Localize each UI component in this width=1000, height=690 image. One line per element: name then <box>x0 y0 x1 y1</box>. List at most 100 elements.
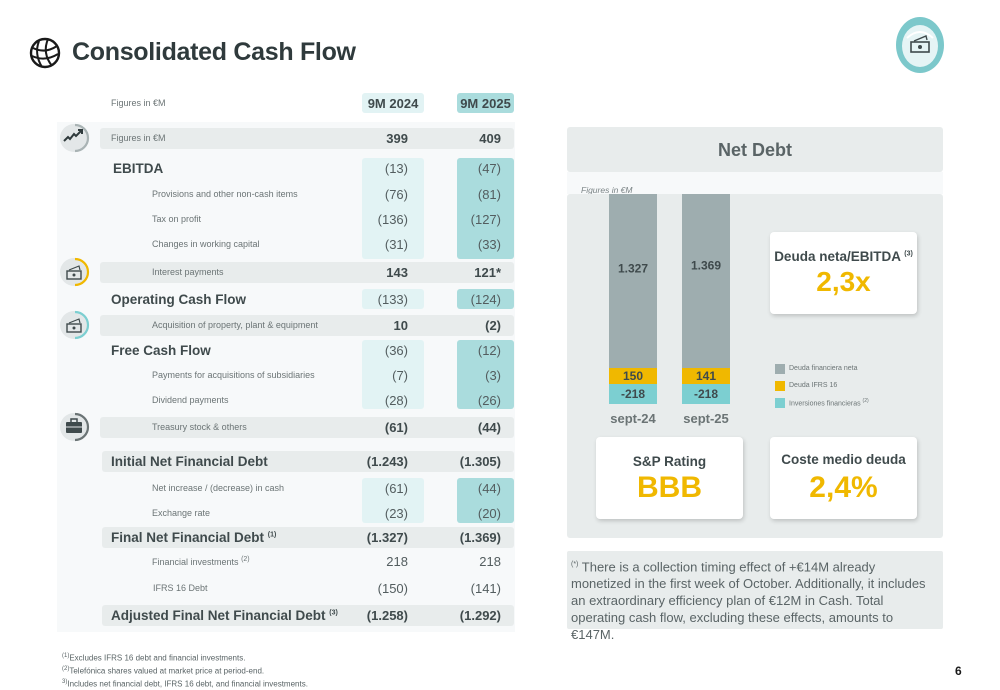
rating-value: BBB <box>637 471 702 504</box>
value-2024: (1.258) <box>366 608 408 623</box>
footnote: 3)Includes net financial debt, IFRS 16 d… <box>62 679 308 689</box>
value-2024: (23) <box>384 506 408 521</box>
row-band <box>100 315 514 336</box>
bar-ifrs16 <box>682 368 730 384</box>
legend-swatch <box>775 363 785 374</box>
value-2024: (61) <box>384 420 408 435</box>
footnote: (2)Telefónica shares valued at market pr… <box>62 666 265 676</box>
row-band <box>102 527 514 548</box>
legend-label: Deuda financiera neta <box>789 365 858 372</box>
ratio-sup: (3) <box>904 250 913 258</box>
bar-label-investments: -218 <box>694 387 718 401</box>
net-debt-title: Net Debt <box>717 140 792 160</box>
value-2025: (1.292) <box>459 608 501 623</box>
legend-item: Deuda IFRS 16 <box>775 377 869 394</box>
value-2025: (141) <box>470 581 501 596</box>
row-label: Net increase / (decrease) in cash <box>152 483 284 493</box>
row-label-text: Acquisition of property, plant & equipme… <box>152 320 318 330</box>
globe-icon <box>29 37 61 69</box>
rating-label: S&P Rating <box>632 454 707 469</box>
col-2024-shade <box>362 340 424 409</box>
value-2025: (26) <box>477 393 501 408</box>
value-2024: (36) <box>384 343 408 358</box>
bar-ifrs16 <box>609 368 657 384</box>
value-2025: (47) <box>477 161 501 176</box>
value-2025: (44) <box>477 481 501 496</box>
column-header-bg-2024 <box>362 93 424 113</box>
value-2024: (7) <box>392 368 408 383</box>
value-2025: (33) <box>477 237 501 252</box>
chart-legend: Deuda financiera neta Deuda IFRS 16 Invers… <box>775 360 869 411</box>
value-2024: 143 <box>386 265 408 280</box>
row-sup: (1) <box>267 531 277 539</box>
footnotes: (1)Excludes IFRS 16 debt and financial i… <box>62 651 308 690</box>
timing-note: (*) There is a collection timing effect … <box>567 551 943 642</box>
col-2024-shade <box>362 289 424 309</box>
bar-label-ifrs16: 141 <box>696 369 716 383</box>
col-2024-shade <box>362 478 424 523</box>
page-number: 6 <box>955 664 962 678</box>
value-2024: (1.243) <box>366 454 408 469</box>
row-label-text: EBITDA <box>113 161 164 176</box>
value-2025: (124) <box>470 292 501 307</box>
row-label: Free Cash Flow <box>111 343 211 358</box>
cost-value: 2,4% <box>809 471 878 504</box>
bar-net-debt <box>609 194 657 368</box>
money-icon <box>60 310 90 340</box>
briefcase-icon <box>60 412 90 442</box>
col-2024-shade <box>362 158 424 259</box>
cost-label: Coste medio deuda <box>781 452 906 467</box>
row-label: IFRS 16 Debt <box>153 583 208 593</box>
column-header-2024: 9M 2024 <box>367 96 419 111</box>
row-label-text: IFRS 16 Debt <box>153 583 208 593</box>
value-2025: (44) <box>477 420 501 435</box>
money-icon <box>896 17 944 73</box>
row-label-text: Payments for acquisitions of subsidiarie… <box>152 370 315 380</box>
row-label: Provisions and other non-cash items <box>152 189 298 199</box>
bar-net-debt <box>682 194 730 368</box>
col-2025-shade <box>457 289 514 309</box>
value-2024: (28) <box>384 393 408 408</box>
legend-swatch <box>775 380 785 391</box>
value-2025: (127) <box>470 212 501 227</box>
trend-up-icon <box>60 123 90 153</box>
value-2024: (61) <box>384 481 408 496</box>
value-2025: 218 <box>479 554 501 569</box>
col-2025-shade <box>457 340 514 409</box>
ratio-value: 2,3x <box>816 266 871 297</box>
row-label-text: Adjusted Final Net Financial Debt <box>111 608 326 623</box>
value-2024: (136) <box>377 212 408 227</box>
value-2025: (20) <box>477 506 501 521</box>
row-label-text: Financial investments <box>152 557 239 567</box>
row-label: Figures in €M <box>111 133 166 143</box>
bar-label-net-debt: 1.327 <box>618 261 648 275</box>
row-band <box>100 128 514 149</box>
value-2024: (1.327) <box>366 530 408 545</box>
col-2025-shade <box>457 478 514 523</box>
value-2024: (13) <box>384 161 408 176</box>
value-2024: (76) <box>384 187 408 202</box>
value-2024: (133) <box>377 292 408 307</box>
value-2025: (12) <box>477 343 501 358</box>
row-label: Dividend payments <box>152 395 229 405</box>
value-2025: (1.305) <box>459 454 501 469</box>
legend-label: Deuda IFRS 16 <box>789 382 838 389</box>
col-2025-shade <box>457 158 514 259</box>
cost-card: Coste medio deuda 2,4% <box>770 437 917 519</box>
row-label: Operating Cash Flow <box>111 292 246 307</box>
row-label: Financial investments (2) <box>152 556 250 567</box>
row-label-text: Provisions and other non-cash items <box>152 189 298 199</box>
money-icon <box>60 257 90 287</box>
value-2025: 121* <box>474 265 501 280</box>
row-label: Payments for acquisitions of subsidiarie… <box>152 370 315 380</box>
page-title: Consolidated Cash Flow <box>72 38 356 66</box>
net-debt-figures-label: Figures in €M <box>581 185 633 195</box>
row-label: Initial Net Financial Debt <box>111 454 268 469</box>
bar-investments <box>609 384 657 404</box>
legend-item: Deuda financiera neta <box>775 360 869 377</box>
row-sup: (3) <box>329 609 338 617</box>
legend-item: Inversiones financieras (2) <box>775 394 869 411</box>
value-2025: (2) <box>485 318 501 333</box>
ratio-card: Deuda neta/EBITDA (3) 2,3x <box>770 232 917 314</box>
row-label-text: Free Cash Flow <box>111 343 211 358</box>
